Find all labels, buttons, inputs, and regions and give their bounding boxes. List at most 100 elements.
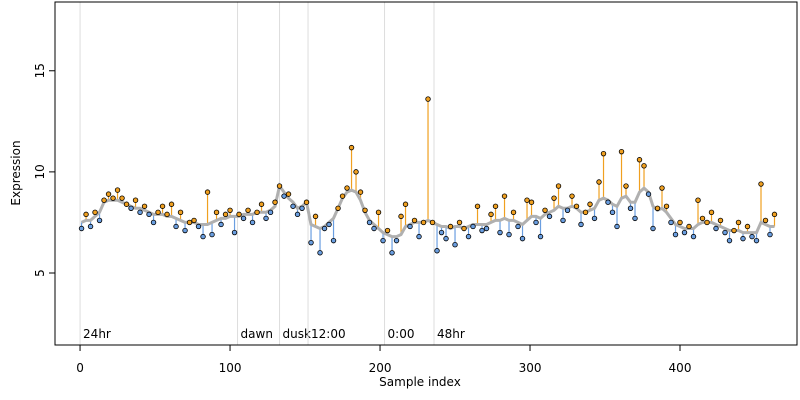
point	[618, 148, 625, 155]
point	[699, 215, 706, 222]
point	[695, 197, 701, 203]
point	[510, 209, 517, 216]
point	[164, 211, 170, 218]
point	[146, 211, 152, 218]
point	[407, 223, 413, 230]
point	[564, 207, 571, 214]
point	[398, 213, 404, 220]
point	[677, 219, 683, 226]
x-tick-label: 200	[369, 361, 392, 375]
point	[276, 183, 283, 189]
point	[326, 221, 332, 228]
point	[528, 199, 535, 205]
point	[222, 211, 229, 218]
point	[294, 211, 301, 218]
point	[672, 231, 679, 238]
point	[767, 231, 773, 238]
point	[330, 237, 337, 244]
point	[240, 215, 247, 222]
point	[542, 207, 548, 214]
point	[591, 215, 598, 222]
point	[470, 223, 476, 230]
point	[141, 203, 148, 209]
point	[524, 197, 530, 203]
point	[96, 217, 103, 224]
point	[317, 250, 323, 256]
point	[645, 191, 652, 197]
point	[159, 203, 166, 209]
point	[173, 223, 179, 230]
point	[263, 215, 269, 222]
point	[555, 183, 562, 189]
point	[366, 219, 373, 226]
x-tick-label: 400	[669, 361, 692, 375]
point	[465, 233, 472, 240]
plot-frame	[54, 1, 798, 346]
point	[78, 225, 85, 232]
point	[627, 205, 634, 211]
point	[425, 96, 431, 102]
point	[200, 233, 206, 240]
point	[605, 199, 611, 205]
point	[533, 219, 539, 226]
y-tick-label: 10	[33, 164, 47, 179]
point	[393, 237, 400, 244]
point	[344, 185, 350, 191]
point	[209, 231, 215, 238]
point	[479, 227, 485, 234]
point	[443, 235, 449, 242]
point	[722, 229, 728, 236]
y-tick-label: 5	[33, 269, 47, 277]
point	[150, 219, 157, 226]
point	[519, 235, 526, 242]
point	[758, 181, 764, 187]
point	[636, 157, 643, 163]
annotation-label: dawn	[241, 327, 273, 341]
point	[123, 201, 130, 207]
point	[353, 169, 359, 175]
point	[609, 209, 616, 216]
annotation-label: 0:00	[388, 327, 415, 341]
point	[186, 219, 193, 226]
point	[177, 209, 184, 216]
y-tick-label: 15	[33, 63, 47, 78]
x-tick-label: 300	[519, 361, 542, 375]
point	[191, 217, 197, 224]
point	[231, 229, 238, 236]
point	[321, 225, 328, 232]
point	[420, 219, 427, 226]
point	[708, 209, 715, 216]
point	[452, 241, 458, 248]
point	[155, 209, 161, 216]
point	[546, 213, 553, 220]
point	[681, 229, 688, 236]
point	[771, 211, 778, 218]
point	[105, 191, 112, 197]
point	[402, 201, 409, 207]
annotation-label: 24hr	[83, 327, 111, 341]
point	[438, 229, 445, 236]
point	[384, 227, 391, 234]
point	[110, 195, 116, 201]
point	[654, 205, 661, 211]
point	[375, 209, 382, 216]
point	[560, 217, 566, 224]
point	[650, 225, 656, 232]
point	[213, 209, 220, 216]
point	[254, 209, 260, 216]
point	[474, 203, 481, 209]
point	[245, 207, 251, 214]
point	[87, 223, 94, 230]
point	[389, 250, 395, 256]
point	[668, 219, 674, 226]
point	[303, 199, 310, 205]
point	[735, 219, 742, 226]
point	[132, 197, 139, 203]
point	[416, 233, 422, 240]
point	[641, 163, 647, 169]
point	[339, 193, 346, 199]
point	[659, 185, 665, 191]
point	[312, 213, 319, 220]
point	[663, 203, 670, 209]
point	[258, 201, 265, 207]
